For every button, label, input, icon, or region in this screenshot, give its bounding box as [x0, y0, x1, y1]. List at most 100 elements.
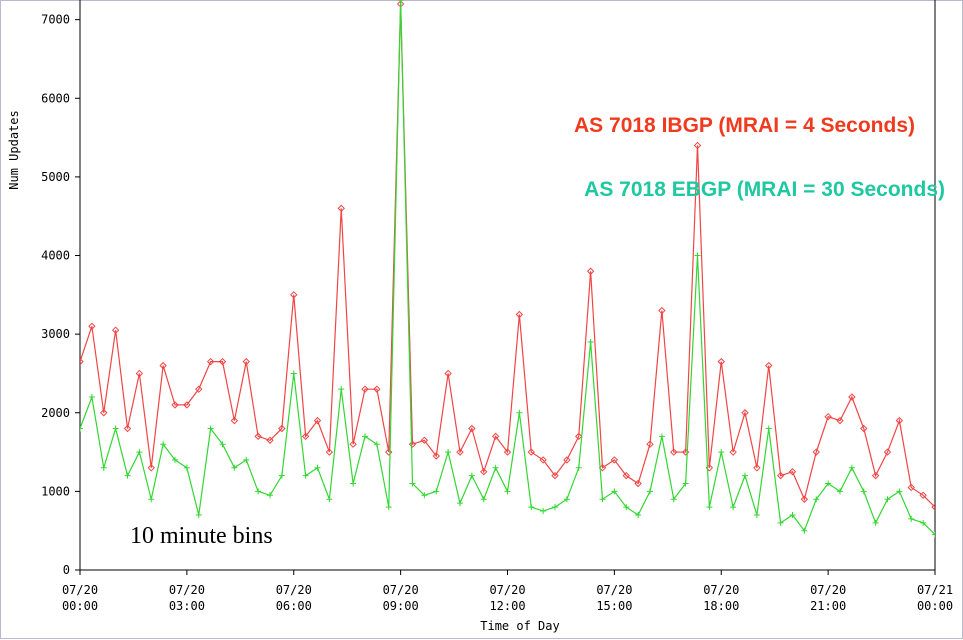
x-tick-label: 07/20 00:00	[62, 583, 98, 613]
marker	[160, 441, 167, 448]
marker	[444, 369, 452, 378]
marker	[206, 357, 215, 366]
x-tick-label: 07/20 06:00	[276, 583, 312, 613]
y-tick-label: 1000	[41, 484, 70, 498]
y-tick-label: 7000	[41, 13, 70, 27]
annotation: AS 7018 EBGP (MRAI = 30 Seconds)	[584, 178, 945, 201]
marker	[373, 441, 380, 448]
marker	[658, 306, 666, 315]
marker	[646, 440, 654, 448]
marker	[718, 449, 725, 456]
marker	[385, 504, 392, 511]
marker	[337, 204, 345, 213]
marker	[599, 496, 606, 503]
marker	[706, 504, 713, 511]
marker	[931, 503, 935, 511]
marker	[172, 456, 178, 463]
marker	[908, 515, 915, 522]
marker	[409, 480, 416, 487]
marker	[266, 436, 274, 444]
y-tick-label: 2000	[41, 406, 70, 420]
x-tick-label: 07/20 09:00	[383, 583, 419, 613]
y-axis-label: Num Updates	[7, 110, 21, 189]
marker	[432, 452, 440, 460]
marker	[480, 468, 488, 476]
series-line	[80, 3, 935, 508]
marker	[313, 416, 322, 425]
marker	[301, 432, 310, 441]
marker	[741, 409, 749, 417]
marker	[622, 471, 630, 480]
marker	[932, 531, 935, 538]
marker	[326, 496, 333, 503]
marker	[895, 416, 904, 425]
marker	[765, 361, 773, 370]
marker	[302, 472, 309, 479]
marker	[254, 432, 262, 441]
marker	[361, 385, 369, 393]
marker	[920, 519, 927, 526]
y-tick-label: 4000	[41, 249, 70, 263]
marker	[100, 409, 108, 417]
marker	[80, 357, 84, 366]
x-tick-label: 07/20 12:00	[489, 583, 525, 613]
marker	[112, 425, 119, 432]
marker	[408, 440, 417, 448]
marker	[88, 394, 95, 401]
marker	[777, 519, 784, 526]
y-tick-label: 6000	[41, 91, 70, 105]
marker	[243, 456, 250, 463]
marker	[575, 432, 583, 441]
marker	[433, 488, 440, 495]
marker	[491, 432, 500, 441]
marker	[183, 401, 191, 409]
marker	[349, 440, 357, 448]
marker	[682, 480, 689, 487]
marker	[350, 480, 357, 487]
marker	[635, 511, 642, 518]
marker	[171, 401, 179, 409]
marker	[871, 471, 880, 480]
marker	[623, 504, 630, 511]
marker	[647, 488, 653, 495]
marker	[325, 448, 334, 456]
marker	[539, 456, 547, 464]
x-axis-label: Time of Day	[480, 619, 559, 633]
marker	[836, 416, 844, 425]
marker	[468, 424, 476, 433]
marker	[812, 448, 820, 456]
marker	[919, 491, 927, 500]
marker	[753, 464, 761, 472]
marker	[314, 464, 321, 471]
marker	[860, 424, 868, 433]
marker	[230, 416, 239, 425]
marker	[825, 480, 832, 487]
marker	[147, 464, 155, 472]
x-tick-label: 07/21 00:00	[917, 583, 953, 613]
marker	[693, 141, 702, 150]
marker	[124, 472, 131, 479]
marker	[670, 496, 677, 503]
marker	[385, 448, 393, 456]
marker	[575, 464, 582, 471]
marker	[788, 468, 797, 476]
marker	[421, 492, 428, 499]
marker	[80, 425, 83, 432]
marker	[159, 361, 167, 370]
marker	[776, 471, 785, 480]
y-tick-label: 3000	[41, 327, 70, 341]
marker	[255, 488, 262, 495]
marker	[848, 393, 856, 401]
y-tick-label: 5000	[41, 170, 70, 184]
marker	[207, 425, 214, 432]
marker	[231, 464, 238, 471]
marker	[515, 310, 524, 319]
marker	[100, 464, 107, 471]
marker	[563, 496, 570, 503]
marker	[729, 448, 737, 456]
marker	[88, 322, 96, 330]
y-tick-label: 0	[63, 563, 70, 577]
marker	[789, 511, 796, 518]
